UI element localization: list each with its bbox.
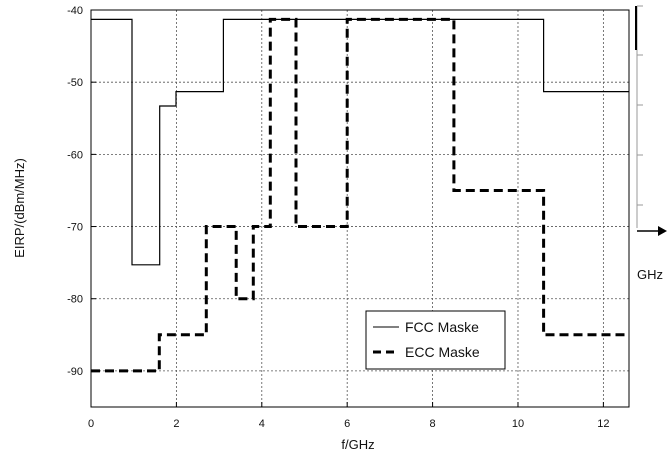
y-axis-label: EIRP/(dBm/MHz) <box>12 158 27 258</box>
legend-label-fcc: FCC Maske <box>405 319 479 335</box>
series-lines <box>91 17 629 373</box>
series-line-fcc <box>91 18 629 266</box>
y-tick-label: -60 <box>67 149 83 161</box>
y-tick-label: -70 <box>67 222 83 234</box>
y-tick-label: -90 <box>67 366 83 378</box>
series-line-ecc <box>91 17 629 373</box>
right-fragment-label: GHz <box>637 267 663 282</box>
x-tick-label: 10 <box>512 418 524 430</box>
x-tick-label: 0 <box>88 418 94 430</box>
y-tick-label: -80 <box>67 294 83 306</box>
x-tick-label: 2 <box>173 418 179 430</box>
grid <box>90 9 629 407</box>
legend: FCC Maske ECC Maske <box>365 310 506 370</box>
x-tick-label: 8 <box>430 418 436 430</box>
x-axis-label: f/GHz <box>341 437 374 452</box>
legend-box <box>365 310 506 370</box>
y-tick-label: -50 <box>67 77 83 89</box>
x-tick-label: 6 <box>344 418 350 430</box>
adjacent-figure-fragment: GHz <box>635 5 667 282</box>
legend-label-ecc: ECC Maske <box>405 344 480 360</box>
y-tick-label: -40 <box>67 5 83 17</box>
tick-labels: 0 2 4 6 8 10 12 -40 -50 -60 -70 -80 -90 <box>67 5 609 430</box>
x-tick-label: 12 <box>597 418 609 430</box>
plot-frame <box>90 9 630 408</box>
x-tick-label: 4 <box>259 418 265 430</box>
arrow-head <box>658 226 667 236</box>
